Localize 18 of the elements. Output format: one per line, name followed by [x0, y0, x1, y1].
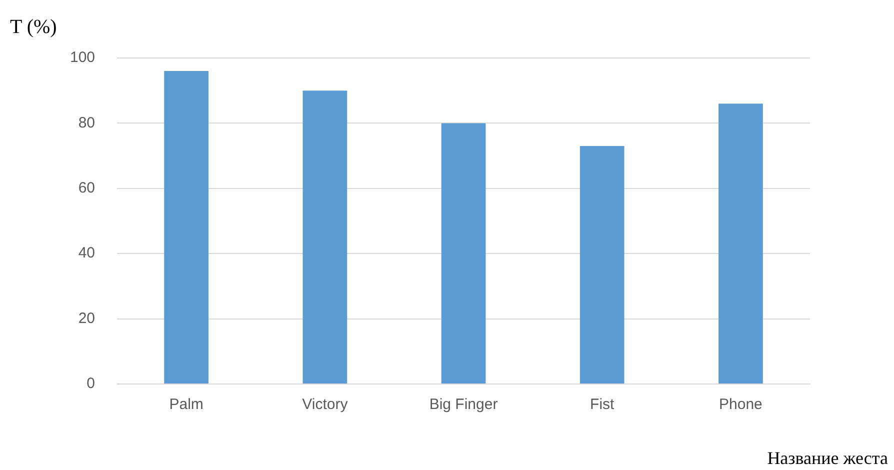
x-tick-label: Big Finger	[429, 396, 498, 414]
y-tick-label: 0	[86, 375, 96, 392]
bar	[718, 104, 763, 384]
y-axis-title: T (%)	[10, 16, 57, 39]
x-tick-label: Fist	[590, 396, 616, 414]
bar	[302, 90, 348, 384]
x-tick-label: Palm	[169, 396, 204, 414]
y-tick-label: 40	[78, 244, 96, 262]
bar	[441, 123, 486, 384]
y-tick-label: 80	[78, 114, 96, 132]
x-axis-title: Название жеста	[767, 448, 888, 469]
bar	[580, 146, 624, 384]
y-tick-label: 60	[78, 180, 96, 197]
y-tick-label: 20	[78, 310, 96, 327]
x-tick-label: Phone	[719, 396, 762, 414]
bar	[164, 71, 208, 384]
x-tick-label: Victory	[302, 396, 348, 414]
y-tick-label: 100	[70, 49, 96, 66]
